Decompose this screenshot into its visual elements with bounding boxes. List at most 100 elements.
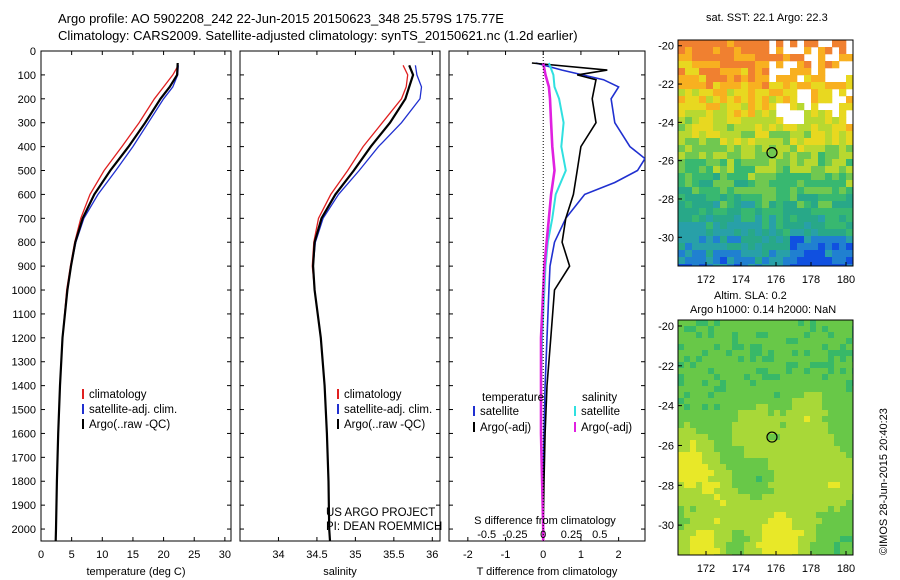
sla-map-cell xyxy=(792,362,799,369)
sst-map-cell xyxy=(720,264,728,266)
sla-map-cell xyxy=(816,476,823,483)
salinity-series-group xyxy=(311,64,423,541)
sst-map-cell xyxy=(706,173,714,181)
sla-map-cell xyxy=(732,344,739,351)
sst-map-cell xyxy=(699,173,707,181)
sla-map-cell xyxy=(684,380,691,387)
sst-map-cell xyxy=(832,131,840,139)
sla-map-cell xyxy=(708,464,715,471)
sst-map-cell xyxy=(678,201,686,209)
sla-map-cell xyxy=(714,530,721,537)
sla-map-cell xyxy=(786,524,793,531)
sla-map-cell xyxy=(846,362,853,369)
sla-map-cell xyxy=(708,332,715,339)
sst-map-cell xyxy=(783,96,791,104)
sla-map-cell xyxy=(774,374,781,381)
depth-tick-label: 1900 xyxy=(12,500,36,512)
sla-map-cell xyxy=(822,338,829,345)
sst-map-cell xyxy=(755,201,763,209)
depth-tick-label: 1400 xyxy=(12,381,36,393)
sla-map-cell xyxy=(822,380,829,387)
sla-map-cell xyxy=(774,440,781,447)
sst-map-cell xyxy=(797,201,805,209)
sla-map-cell xyxy=(738,404,745,411)
sst-map-cell xyxy=(685,138,693,146)
sla-map-cell xyxy=(756,488,763,495)
sla-map-cell xyxy=(720,464,727,471)
sla-map-cell xyxy=(738,470,745,477)
sst-map-cell xyxy=(762,103,770,111)
sla-map-cell xyxy=(810,326,817,333)
sst-map-cell xyxy=(734,243,742,251)
sst-map-cell xyxy=(685,152,693,160)
sla-map-cell xyxy=(822,458,829,465)
sst-map-cell xyxy=(818,173,826,181)
sla-map-cell xyxy=(810,458,817,465)
sst-map-cell xyxy=(692,194,700,202)
sla-map-cell xyxy=(792,470,799,477)
sla-map-cell xyxy=(684,470,691,477)
sla-map-cell xyxy=(708,368,715,375)
sla-map-cell xyxy=(846,470,853,477)
sla-map-cell xyxy=(762,410,769,417)
sla-map-cell xyxy=(828,440,835,447)
sst-map-cell xyxy=(811,166,819,174)
sst-map-cell xyxy=(706,222,714,230)
sla-map-cell xyxy=(804,470,811,477)
salinity-series-2 xyxy=(311,64,415,541)
sst-map-cell xyxy=(692,40,700,48)
sst-map-cell xyxy=(797,222,805,230)
sla-map-cell xyxy=(804,500,811,507)
sst-map-cell xyxy=(755,61,763,69)
sst-map-cell xyxy=(720,75,728,83)
sla-map-cell xyxy=(708,518,715,525)
sla-map-cell xyxy=(678,536,685,543)
sst-map-cell xyxy=(804,68,812,76)
sla-map-cell xyxy=(678,470,685,477)
sla-map-cell xyxy=(738,506,745,513)
sla-map-cell xyxy=(720,512,727,519)
sla-map-cell xyxy=(744,470,751,477)
sla-map-cell xyxy=(684,416,691,423)
sla-map-cell xyxy=(816,464,823,471)
sla-map-cell xyxy=(684,398,691,405)
sla-map-cell xyxy=(756,326,763,333)
sla-map-cell xyxy=(678,524,685,531)
sst-map-cell xyxy=(790,68,798,76)
sst-map-cell xyxy=(811,152,819,160)
sla-map-cell xyxy=(756,518,763,525)
sla-map-cell xyxy=(708,494,715,501)
sla-map-cell xyxy=(840,524,847,531)
sla-map-cell xyxy=(846,428,853,435)
sst-map-cell xyxy=(839,187,847,195)
sla-map-cell xyxy=(678,416,685,423)
sst-map-cell xyxy=(783,187,791,195)
sla-map-cell xyxy=(780,458,787,465)
sst-map-cell xyxy=(727,61,735,69)
sla-map-cell xyxy=(678,476,685,483)
sst-map-cell xyxy=(699,110,707,118)
salinity-xtick-label: 36 xyxy=(426,549,438,561)
climatology-title: Climatology: CARS2009. Satellite-adjuste… xyxy=(58,28,578,43)
sla-map-cell xyxy=(828,452,835,459)
salinity-legend-label: climatology xyxy=(344,389,402,401)
sla-map-cell xyxy=(744,410,751,417)
sla-map-cell xyxy=(846,392,853,399)
sla-map-cell xyxy=(714,422,721,429)
sla-map-cell xyxy=(774,512,781,519)
sla-map-cell xyxy=(786,428,793,435)
sst-map-cell xyxy=(713,215,721,223)
sst-map-cell xyxy=(839,138,847,146)
sst-map-cell xyxy=(713,82,721,90)
sla-map-cell xyxy=(684,374,691,381)
sla-map-cell xyxy=(780,344,787,351)
sla-map-cell xyxy=(810,386,817,393)
sst-map-cell xyxy=(811,110,819,118)
sla-map-cell xyxy=(762,482,769,489)
sla-map-cell xyxy=(798,392,805,399)
sst-map-cell xyxy=(734,250,742,258)
sla-map-cell xyxy=(684,386,691,393)
sla-map-xtick-label: 174 xyxy=(732,563,750,575)
sst-map-cell xyxy=(839,180,847,188)
sla-map-cell xyxy=(810,470,817,477)
